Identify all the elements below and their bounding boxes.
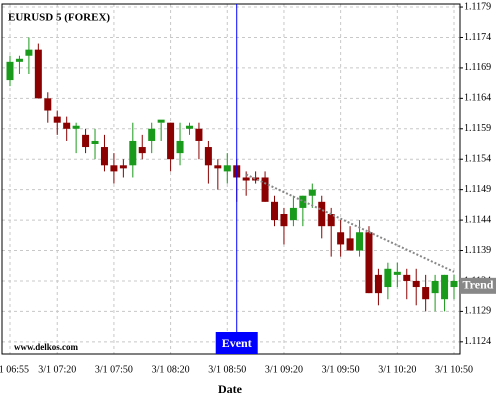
y-tick-label: 1.1159 [464, 123, 491, 134]
watermark: www.delkos.com [14, 342, 79, 352]
candle-body [91, 140, 99, 144]
candle-body [44, 98, 52, 111]
candle-body [53, 116, 61, 123]
candle-body [157, 119, 165, 123]
y-tick-label: 1.1139 [464, 245, 491, 256]
candle-body [450, 280, 458, 288]
y-tick-label: 1.1154 [464, 154, 491, 165]
x-tick-label: 3/1 08:20 [152, 364, 190, 375]
candle-body [422, 287, 430, 300]
y-tick-label: 1.1144 [464, 214, 491, 225]
trend-label: Trend [463, 278, 494, 292]
candle-body [252, 177, 260, 181]
candle-body [119, 165, 127, 169]
candle-body [299, 195, 307, 208]
x-tick-label: 3/1 09:50 [322, 364, 360, 375]
candle-body [384, 268, 392, 288]
x-tick-label: 3/1 08:50 [208, 364, 246, 375]
candle-body [185, 125, 193, 129]
candle-body [176, 140, 184, 154]
y-tick-label: 1.1129 [464, 306, 491, 317]
candle-body [214, 165, 222, 169]
candle-body [356, 232, 364, 251]
candle-body [242, 177, 250, 181]
candle-body [138, 147, 146, 154]
candle-body [25, 49, 33, 56]
candle-body [195, 128, 203, 141]
candle-body [308, 189, 316, 196]
candle-body [289, 207, 297, 221]
candle-body [72, 125, 80, 129]
candle-body [34, 49, 42, 99]
candle-body [374, 274, 382, 294]
x-tick-label: 3/1 07:20 [38, 364, 76, 375]
candle-body [204, 147, 212, 166]
candle-body [403, 274, 411, 281]
candle-body [337, 232, 345, 245]
event-label: Event [222, 336, 252, 350]
candle-body [261, 177, 269, 202]
y-tick-label: 1.1164 [464, 93, 491, 104]
candle-body [167, 122, 175, 160]
trend-label-box [460, 277, 496, 294]
candle-body [100, 147, 108, 166]
y-tick-label: 1.1149 [464, 184, 491, 195]
candle-body [223, 165, 231, 172]
candle-body [365, 232, 373, 294]
event-label-box [215, 332, 258, 354]
candle-body [110, 165, 118, 172]
candle-body [441, 274, 449, 300]
x-tick-label: 3/1 10:20 [378, 364, 416, 375]
candle-body [148, 128, 156, 141]
candle-body [412, 280, 420, 288]
candle-body [346, 238, 354, 251]
candle-body [6, 61, 14, 81]
candle-body [82, 134, 90, 148]
y-tick-label: 1.1179 [464, 1, 491, 12]
candle-body [327, 214, 335, 227]
x-axis-label: Date [218, 382, 243, 396]
candle-body [271, 201, 279, 221]
candle-body [431, 280, 439, 294]
x-tick-label: 3/1 09:20 [265, 364, 303, 375]
x-tick-label: 3/1 06:55 [0, 364, 29, 375]
candle-body [129, 140, 137, 166]
candle-body [280, 214, 288, 227]
candle-body [393, 271, 401, 275]
plot [6, 37, 458, 312]
candle-body [15, 58, 23, 62]
candle-body [318, 201, 326, 227]
chart-title: EURUSD 5 (FOREX) [8, 12, 110, 24]
y-tick-label: 1.1124 [464, 336, 491, 347]
candle-body [63, 122, 71, 129]
x-tick-label: 3/1 10:50 [435, 364, 473, 375]
y-tick-label: 1.1169 [464, 62, 491, 73]
y-tick-label: 1.1174 [464, 32, 491, 43]
x-tick-label: 3/1 07:50 [95, 364, 133, 375]
